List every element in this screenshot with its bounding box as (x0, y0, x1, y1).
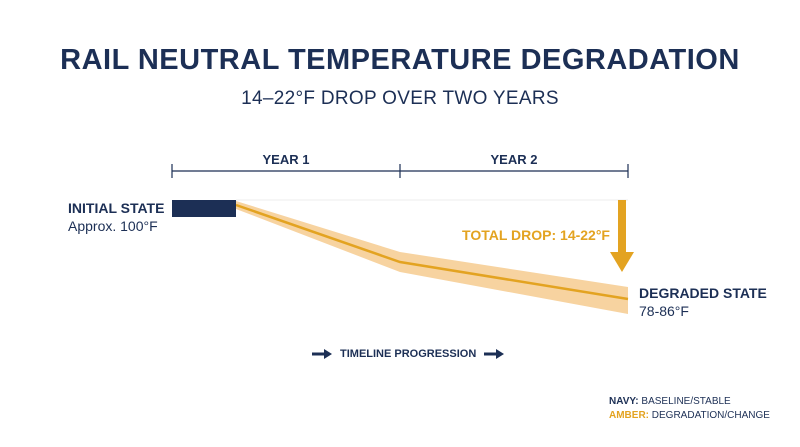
legend-navy-key: NAVY: (609, 396, 639, 407)
page-subtitle: 14–22°F DROP OVER TWO YEARS (241, 88, 559, 109)
legend-navy-row: NAVY: BASELINE/STABLE (609, 395, 770, 409)
timeline-progression: TIMELINE PROGRESSION (312, 348, 505, 360)
down-arrow-icon (610, 200, 634, 272)
degraded-state-title: DEGRADED STATE (639, 285, 767, 301)
legend-amber-desc: DEGRADATION/CHANGE (651, 410, 770, 421)
color-legend: NAVY: BASELINE/STABLE AMBER: DEGRADATION… (609, 395, 770, 423)
initial-state-value: Approx. 100°F (68, 218, 158, 234)
right-arrow-icon (312, 349, 332, 359)
legend-amber-row: AMBER: DEGRADATION/CHANGE (609, 409, 770, 423)
legend-amber-key: AMBER: (609, 410, 649, 421)
degradation-range-band (236, 201, 628, 314)
total-drop-label: TOTAL DROP: 14-22°F (462, 227, 610, 243)
legend-navy-desc: BASELINE/STABLE (641, 396, 731, 407)
right-arrow-icon (484, 349, 505, 359)
timeline-progression-label: TIMELINE PROGRESSION (340, 348, 477, 360)
degraded-state-value: 78-86°F (639, 303, 689, 319)
initial-state-block (172, 200, 236, 217)
year-2-label: YEAR 2 (490, 152, 538, 167)
degradation-center-line (235, 203, 629, 301)
page-title: RAIL NEUTRAL TEMPERATURE DEGRADATION (60, 44, 740, 76)
initial-state-title: INITIAL STATE (68, 200, 165, 216)
year-1-label: YEAR 1 (262, 152, 310, 167)
